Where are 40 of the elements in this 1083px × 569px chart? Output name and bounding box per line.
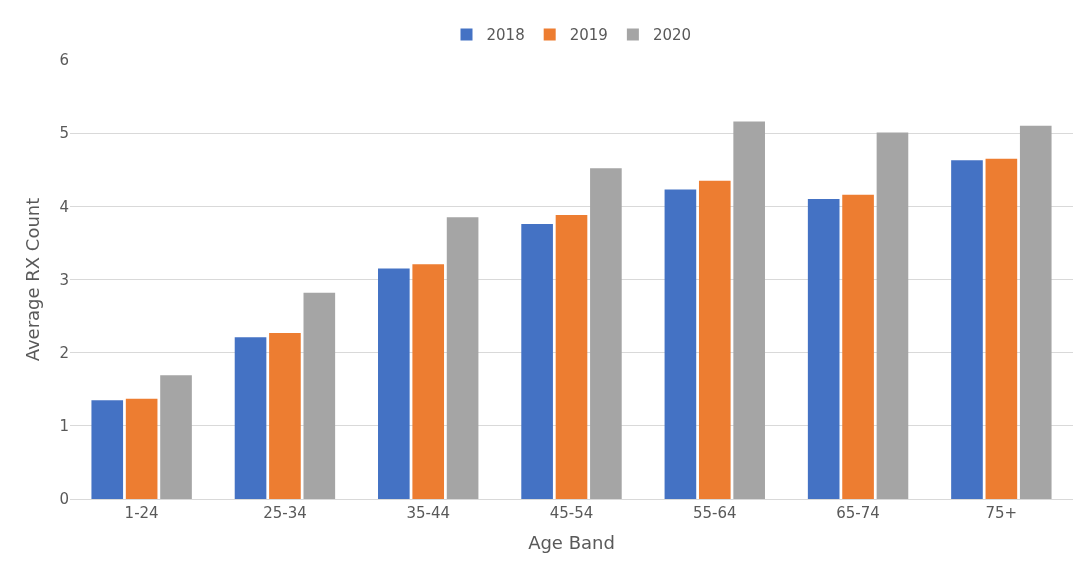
- legend-label: 2019: [569, 26, 608, 45]
- bar: [412, 264, 445, 499]
- bar: [378, 268, 410, 499]
- y-tick-label: 1: [59, 417, 69, 436]
- bar: [698, 180, 731, 499]
- bar: [951, 160, 983, 499]
- bar: [1019, 125, 1052, 499]
- y-tick-label: 4: [59, 197, 69, 216]
- x-tick-label: 45-54: [549, 504, 594, 522]
- y-tick-label: 0: [59, 490, 69, 509]
- bar: [590, 168, 622, 499]
- bar: [664, 189, 697, 499]
- bar: [985, 158, 1018, 499]
- x-tick-label: 1-24: [124, 504, 159, 522]
- bar: [521, 223, 553, 499]
- bar: [125, 398, 158, 499]
- x-axis-title: Age Band: [528, 532, 615, 554]
- bar: [234, 337, 267, 499]
- y-tick-label: 2: [59, 343, 69, 362]
- legend-label: 2020: [652, 26, 692, 45]
- bar: [733, 121, 765, 499]
- bar: [807, 199, 840, 499]
- bar: [91, 400, 124, 499]
- y-tick-label: 5: [59, 124, 69, 143]
- bar: [446, 217, 479, 499]
- y-axis-title: Average RX Count: [21, 197, 43, 362]
- y-tick-label: 6: [59, 51, 69, 70]
- bar: [269, 332, 301, 499]
- x-tick-label: 25-34: [263, 504, 307, 522]
- y-tick-label: 3: [59, 270, 69, 289]
- bar: [160, 375, 192, 499]
- bar: [842, 194, 874, 499]
- bar: [303, 292, 336, 499]
- x-tick-label: 75+: [985, 504, 1018, 522]
- x-tick-label: 65-74: [836, 504, 880, 522]
- bar: [876, 132, 909, 499]
- legend-label: 2018: [486, 26, 525, 45]
- x-tick-label: 55-64: [692, 504, 737, 522]
- x-tick-label: 35-44: [406, 504, 451, 522]
- bar: [555, 215, 588, 499]
